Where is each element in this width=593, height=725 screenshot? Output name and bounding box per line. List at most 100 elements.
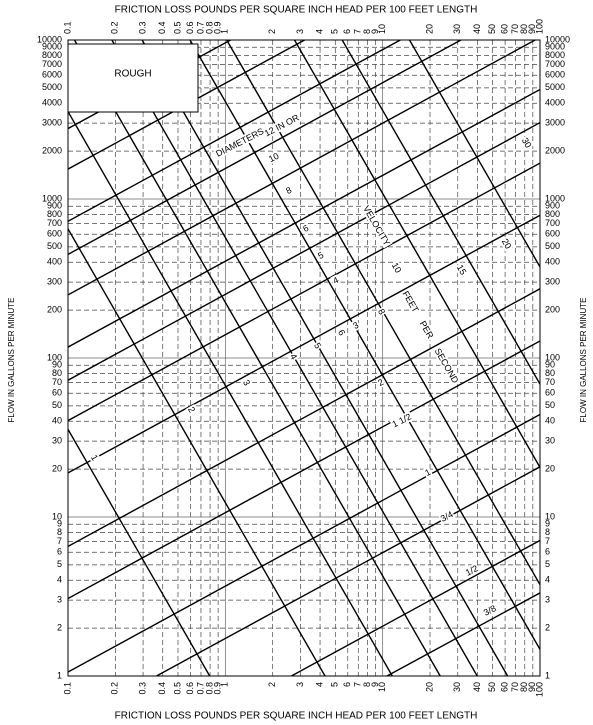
- y-tick-label-left: 70: [52, 377, 62, 387]
- series-line: [68, 40, 401, 222]
- y-tick-label-right: 4000: [545, 98, 565, 108]
- x-tick-label-bottom: 30: [452, 682, 462, 692]
- y-tick-label-left: 10: [52, 511, 62, 521]
- series-label: 3: [351, 320, 360, 331]
- x-tick-label-top: 0.3: [137, 21, 147, 34]
- series-label: 10: [267, 151, 280, 164]
- label-background: [417, 318, 437, 342]
- x-tick-label-bottom: 40: [472, 682, 482, 692]
- y-tick-label-left: 100: [47, 352, 62, 362]
- x-tick-label-top: 60: [499, 24, 509, 34]
- y-tick-label-right: 8: [545, 527, 550, 537]
- series-line: [68, 340, 540, 600]
- label-background: [399, 288, 422, 316]
- chart-title: FRICTION LOSS POUNDS PER SQUARE INCH HEA…: [115, 5, 478, 16]
- x-tick-label-bottom: 0.4: [157, 682, 167, 695]
- x-tick-label-top: 1: [220, 29, 230, 34]
- y-tick-label-right: 300: [545, 277, 560, 287]
- x-tick-label-bottom: 100: [534, 682, 544, 697]
- x-tick-label-bottom: 0.9: [213, 682, 223, 695]
- y-tick-label-left: 2: [57, 623, 62, 633]
- x-tick-label-bottom: 0.2: [110, 682, 120, 695]
- y-tick-label-right: 700: [545, 218, 560, 228]
- x-tick-label-top: 20: [424, 24, 434, 34]
- y-tick-label-right: 90: [545, 360, 555, 370]
- y-tick-label-left: 3: [57, 595, 62, 605]
- label-background: [330, 274, 342, 287]
- y-tick-label-right: 400: [545, 257, 560, 267]
- series-line: [68, 428, 211, 676]
- x-tick-label-top: 2: [267, 29, 277, 34]
- x-tick-label-bottom: 0.3: [137, 682, 147, 695]
- y-tick-label-left: 500: [47, 241, 62, 251]
- series-label: 8: [284, 185, 293, 196]
- x-tick-label-bottom: 6: [342, 682, 352, 687]
- y-tick-label-left: 8000: [42, 50, 62, 60]
- series-label: 20: [500, 237, 514, 251]
- label-background: [389, 410, 414, 430]
- y-tick-label-left: 8: [57, 527, 62, 537]
- x-tick-label-bottom: 5: [330, 682, 340, 687]
- label-background: [462, 562, 481, 579]
- label-background: [88, 452, 101, 464]
- x-tick-label-top: 80: [519, 24, 529, 34]
- label-background: [283, 184, 295, 197]
- label-background: [311, 340, 324, 352]
- y-tick-label-left: 60: [52, 388, 62, 398]
- y-tick-label-left: 20: [52, 464, 62, 474]
- y-tick-label-right: 3000: [545, 118, 565, 128]
- x-tick-label-top: 0.1: [62, 21, 72, 34]
- y-axis-title-right: FLOW IN GALLONS PER MINUTE: [579, 298, 588, 423]
- y-tick-label-right: 500: [545, 241, 560, 251]
- x-tick-label-bottom: 0.7: [195, 682, 205, 695]
- y-tick-label-left: 5000: [42, 82, 62, 92]
- y-tick-label-right: 4: [545, 575, 550, 585]
- series-line: [386, 592, 540, 676]
- label-background: [350, 319, 362, 332]
- y-tick-label-left: 6: [57, 547, 62, 557]
- y-tick-label-left: 80: [52, 368, 62, 378]
- series-label: 8: [376, 307, 387, 316]
- y-tick-label-left: 900: [47, 201, 62, 211]
- series-label: 2: [186, 405, 197, 414]
- x-tick-label-top: 5: [330, 29, 340, 34]
- y-tick-label-left: 90: [52, 360, 62, 370]
- y-tick-label-right: 1000: [545, 193, 565, 203]
- label-background: [499, 235, 514, 252]
- y-tick-label-left: 3000: [42, 118, 62, 128]
- series-label: 3: [241, 378, 252, 387]
- y-tick-label-left: 9: [57, 519, 62, 529]
- label-background: [422, 466, 434, 479]
- y-tick-label-left: 9000: [42, 42, 62, 52]
- series-line: [68, 88, 540, 348]
- series-line: [68, 162, 540, 422]
- series-line: [341, 40, 540, 385]
- series-line: [156, 466, 540, 676]
- label-background: [375, 376, 387, 389]
- x-tick-label-bottom: 1: [220, 682, 230, 687]
- y-tick-label-right: 800: [545, 209, 560, 219]
- series-line: [68, 121, 540, 381]
- series-label: 6: [336, 328, 347, 337]
- label-background: [287, 351, 300, 363]
- label-background: [360, 203, 393, 249]
- y-tick-label-right: 9: [545, 519, 550, 529]
- series-line: [68, 40, 536, 296]
- series-label: 5: [316, 250, 325, 261]
- x-tick-label-top: 0.5: [172, 21, 182, 34]
- x-tick-label-bottom: 70: [510, 682, 520, 692]
- y-tick-label-right: 5000: [545, 82, 565, 92]
- label-background: [432, 345, 462, 387]
- x-tick-label-top: 50: [487, 24, 497, 34]
- series-line: [293, 40, 540, 468]
- y-tick-label-right: 70: [545, 377, 555, 387]
- y-tick-label-right: 20: [545, 464, 555, 474]
- x-tick-label-top: 40: [472, 24, 482, 34]
- label-background: [454, 261, 469, 278]
- x-tick-label-top: 10: [377, 24, 387, 34]
- series-label: 6: [301, 223, 310, 234]
- x-tick-label-top: 30: [452, 24, 462, 34]
- y-tick-label-right: 3: [545, 595, 550, 605]
- x-tick-label-bottom: 9: [370, 682, 380, 687]
- y-tick-label-right: 30: [545, 436, 555, 446]
